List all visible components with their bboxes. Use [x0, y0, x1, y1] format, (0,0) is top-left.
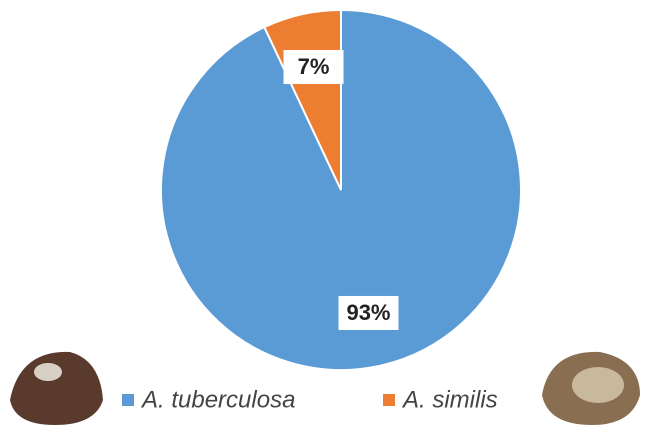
data-label: 7% [298, 54, 330, 79]
legend-label: A. similis [401, 386, 498, 413]
legend-label: A. tuberculosa [140, 386, 295, 413]
data-label: 93% [346, 300, 390, 325]
legend-swatch [122, 394, 134, 406]
shell-right [542, 352, 640, 425]
legend-swatch [383, 394, 395, 406]
chart: 93% 7% A. tuberculosa A. similis [0, 0, 645, 432]
shell-left [10, 352, 103, 425]
